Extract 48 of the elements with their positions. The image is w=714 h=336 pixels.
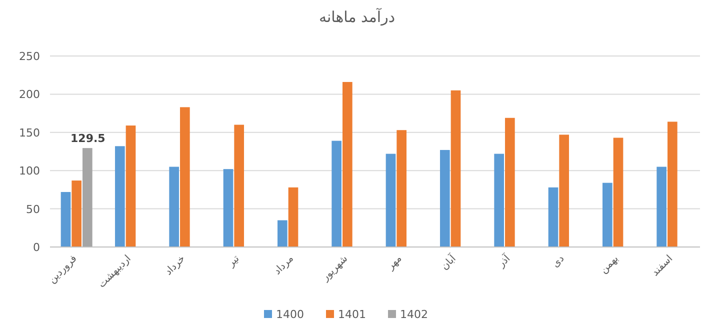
x-tick-label: آذر — [494, 251, 514, 270]
bar — [396, 130, 406, 247]
bar — [115, 146, 125, 247]
x-tick-label: خرداد — [163, 253, 188, 278]
legend-label: 1400 — [276, 308, 304, 321]
bar — [234, 124, 244, 247]
x-tick-label: آبان — [438, 251, 460, 272]
bar — [288, 187, 298, 247]
y-tick-label: 250 — [19, 50, 40, 63]
chart-title: درآمد ماهانه — [318, 7, 396, 26]
y-tick-label: 200 — [19, 88, 40, 102]
bar — [602, 182, 612, 247]
bar — [613, 138, 624, 247]
bar — [180, 107, 190, 247]
x-tick-label: دی — [550, 253, 567, 270]
bar — [505, 118, 515, 247]
data-label: 129.5 — [70, 132, 106, 146]
y-tick-label: 50 — [26, 202, 40, 216]
bar — [223, 169, 234, 247]
bar — [169, 166, 179, 247]
bar — [82, 148, 92, 247]
bar — [332, 140, 342, 247]
x-tick-label: بهمن — [598, 253, 621, 276]
bar — [278, 220, 288, 247]
bar — [494, 154, 504, 247]
bar — [440, 150, 450, 247]
legend-label: 1402 — [400, 308, 428, 321]
bar — [126, 126, 136, 247]
bar — [450, 90, 461, 247]
bar — [386, 154, 396, 247]
bar — [548, 187, 558, 247]
x-tick-label: شهریور — [319, 253, 350, 284]
bar — [656, 166, 666, 247]
bar — [559, 134, 569, 247]
x-tick-label: تیر — [225, 253, 242, 270]
bar — [668, 122, 678, 247]
y-tick-label: 0 — [33, 241, 40, 254]
x-tick-label: اسفند — [650, 253, 676, 278]
bar — [72, 180, 82, 247]
y-tick-label: 100 — [19, 164, 40, 178]
x-tick-label: اردیبهشت — [96, 253, 134, 290]
legend-label: 1401 — [338, 308, 366, 321]
x-tick-label: فروردین — [46, 253, 80, 286]
y-tick-label: 150 — [19, 126, 40, 140]
x-tick-label: مهر — [384, 253, 404, 273]
bar — [342, 82, 352, 247]
x-tick-label: مرداد — [272, 253, 296, 278]
bar — [60, 192, 71, 247]
